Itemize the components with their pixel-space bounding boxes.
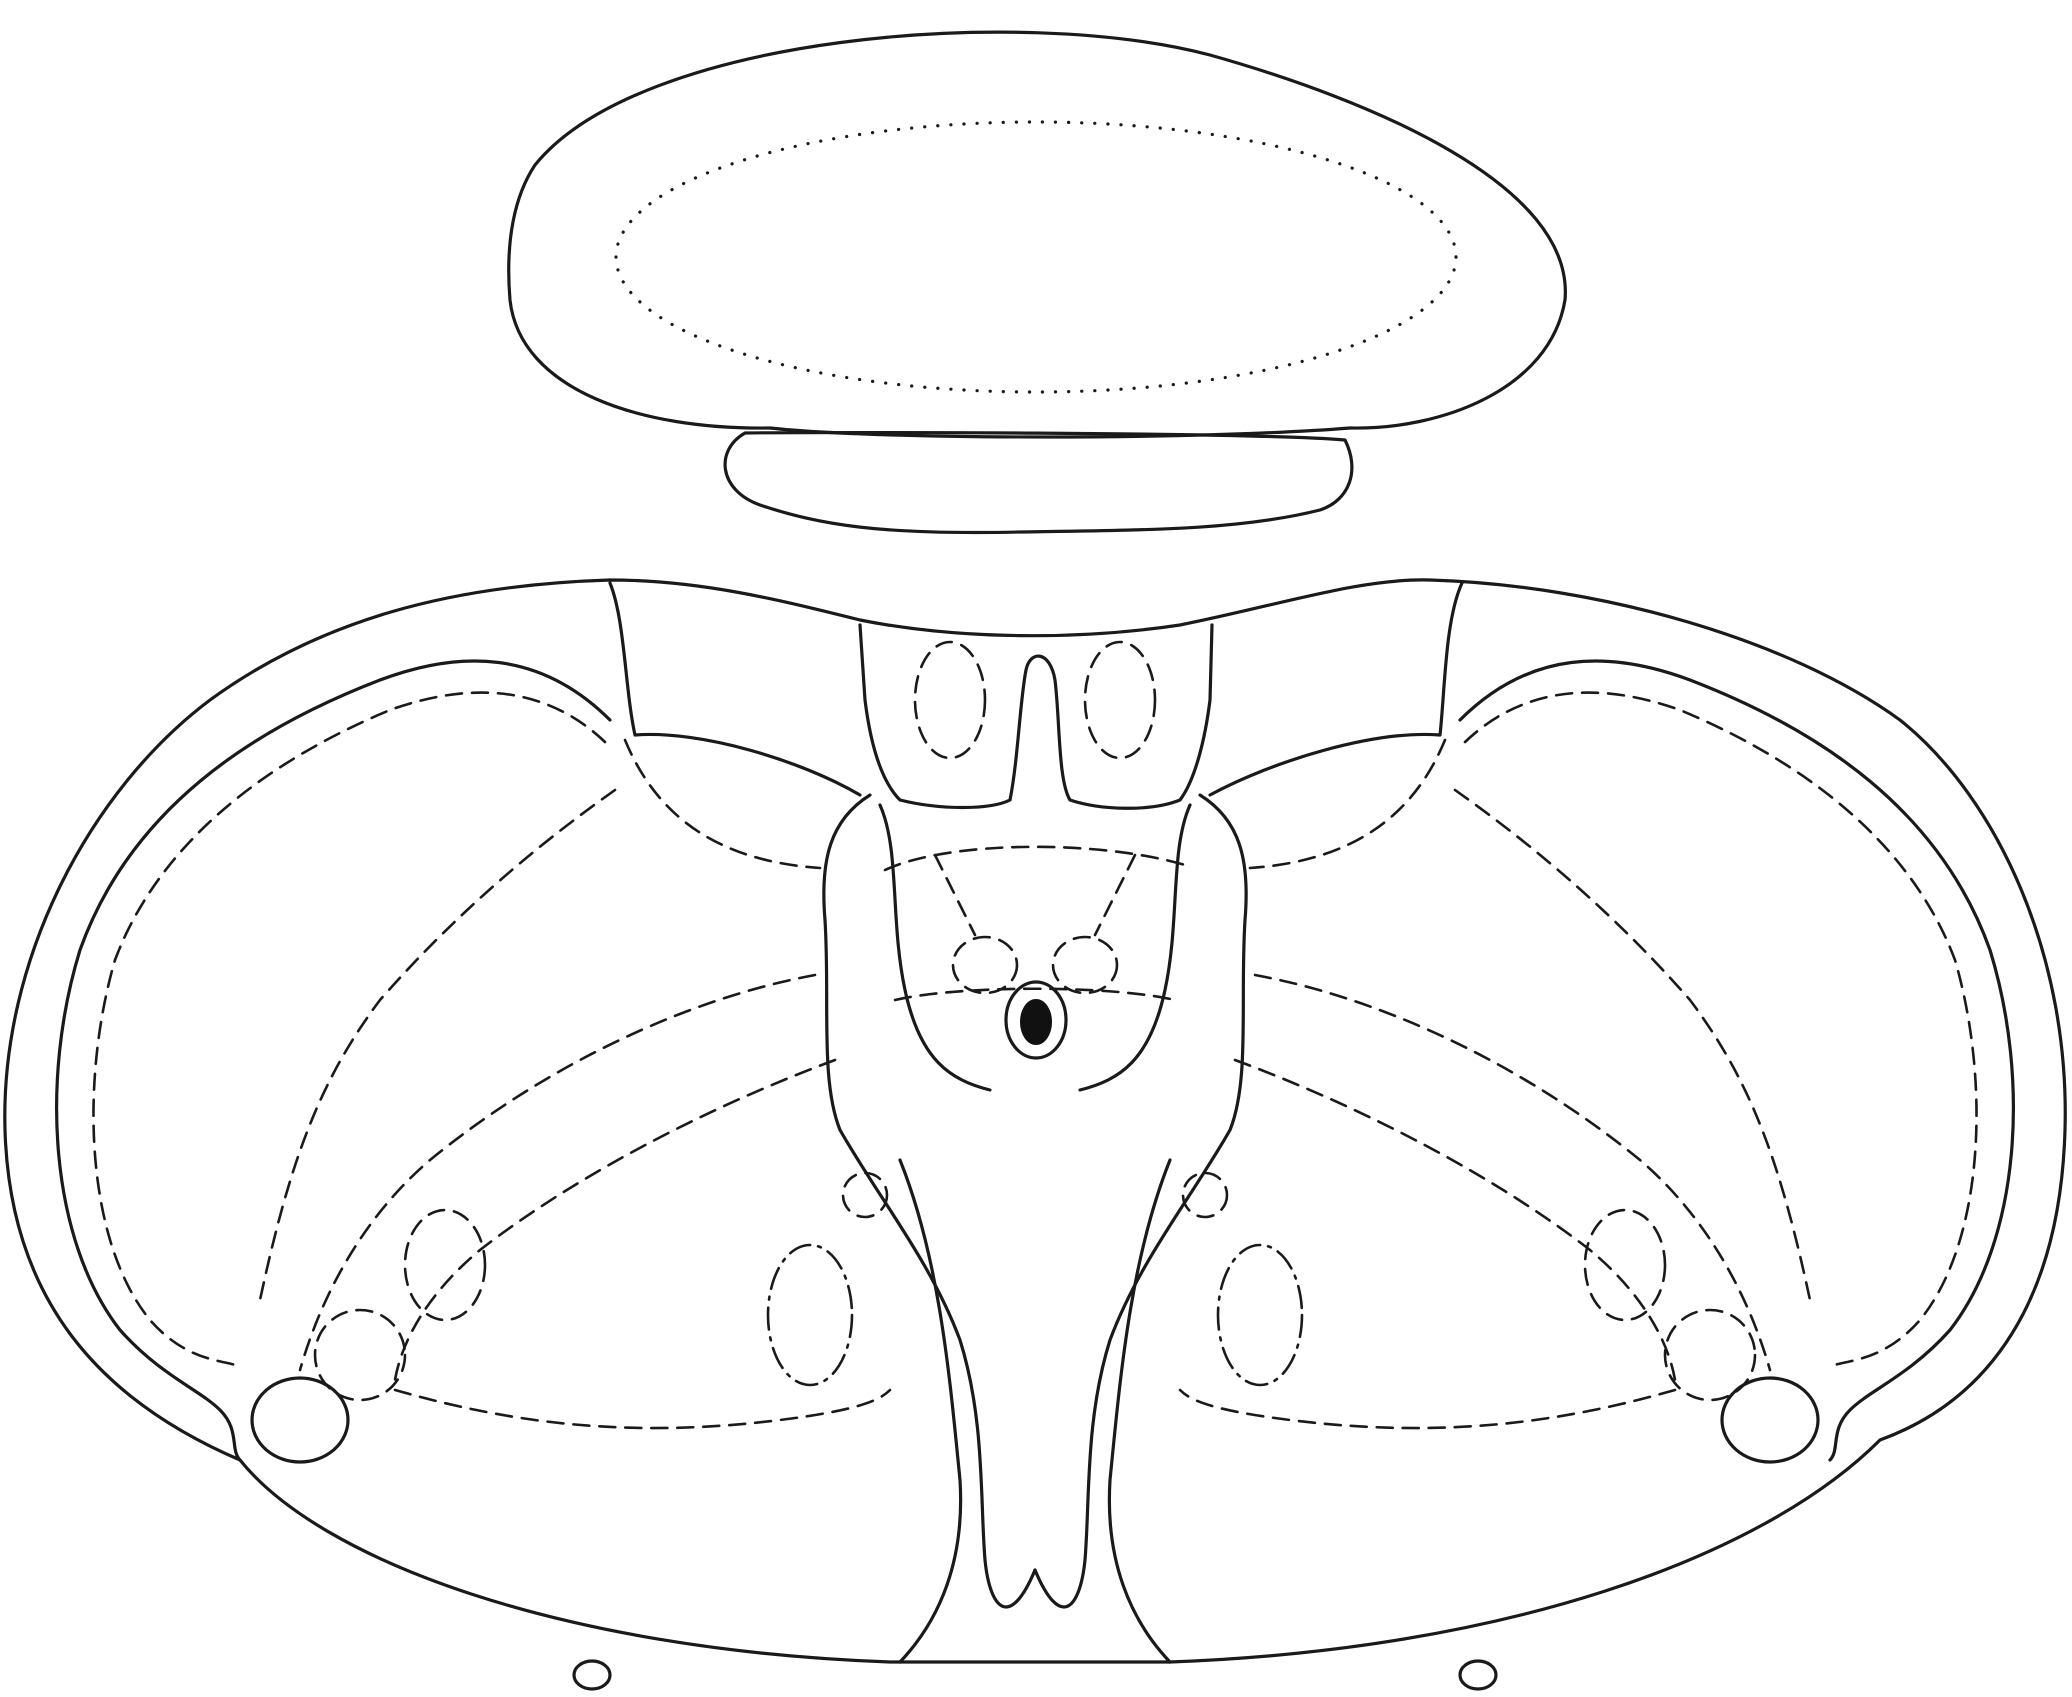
central-dashed-right-spoke — [1093, 853, 1137, 937]
right-upper-dashed-segment — [1248, 738, 1447, 870]
right-cell-c — [1216, 1243, 1304, 1387]
right-foot — [1458, 1659, 1498, 1691]
central-left-chamber — [913, 640, 987, 760]
right-interior-dashed-3 — [1453, 788, 1812, 1302]
column-inner-left — [878, 803, 992, 1092]
central-pore-ring — [1004, 980, 1068, 1060]
right-upper-segment — [1208, 581, 1464, 797]
left-lateral-dashed-band — [92, 691, 607, 1367]
lower-lobe — [723, 430, 1354, 535]
right-bottom-dashed — [1178, 1388, 1677, 1430]
left-interior-dashed-2 — [393, 1058, 837, 1382]
central-pore — [1020, 999, 1052, 1045]
central-right-small-cell — [1051, 935, 1119, 995]
left-interior-dashed-1 — [298, 973, 817, 1372]
left-foot — [572, 1659, 612, 1691]
right-cell-a — [1583, 1208, 1667, 1322]
left-bottom-dashed — [393, 1388, 892, 1430]
left-lateral-node — [250, 1376, 350, 1464]
left-cell-d — [841, 1171, 889, 1219]
central-upper-block-outline — [858, 623, 1214, 810]
right-cell-b — [1663, 1308, 1757, 1402]
central-left-small-cell — [951, 935, 1019, 995]
left-cell-a — [403, 1208, 487, 1322]
central-column-right — [1033, 793, 1248, 1609]
left-cell-c — [766, 1243, 854, 1387]
central-column-left — [822, 793, 1037, 1609]
left-cell-b — [313, 1308, 407, 1402]
right-lateral-dashed-band — [1463, 691, 1978, 1367]
upper-body-outline — [507, 30, 1567, 439]
upper-body — [507, 30, 1567, 439]
column-inner-right — [1078, 803, 1192, 1092]
upper-body-inner-dotted-ellipse — [614, 120, 1458, 394]
left-lateral-band — [55, 659, 612, 1462]
column-lower-right-edge — [1107, 1158, 1172, 1664]
main-body-outline — [3, 578, 2067, 1664]
right-lateral-band — [1458, 659, 2015, 1462]
central-upper-block — [858, 623, 1214, 810]
central-dashed-lower-arc — [893, 987, 1177, 1002]
right-interior-dashed-2 — [1233, 1058, 1677, 1382]
column-lower-left-edge — [898, 1158, 963, 1664]
central-right-chamber — [1083, 640, 1157, 760]
right-lateral-node — [1720, 1376, 1820, 1464]
left-upper-dashed-segment — [623, 738, 822, 870]
right-interior-dashed-1 — [1253, 973, 1772, 1372]
left-interior-dashed-3 — [258, 788, 617, 1302]
left-upper-segment — [608, 581, 862, 797]
right-cell-d — [1181, 1171, 1229, 1219]
central-dashed-arc — [883, 845, 1187, 872]
central-dashed-left-spoke — [933, 853, 977, 937]
